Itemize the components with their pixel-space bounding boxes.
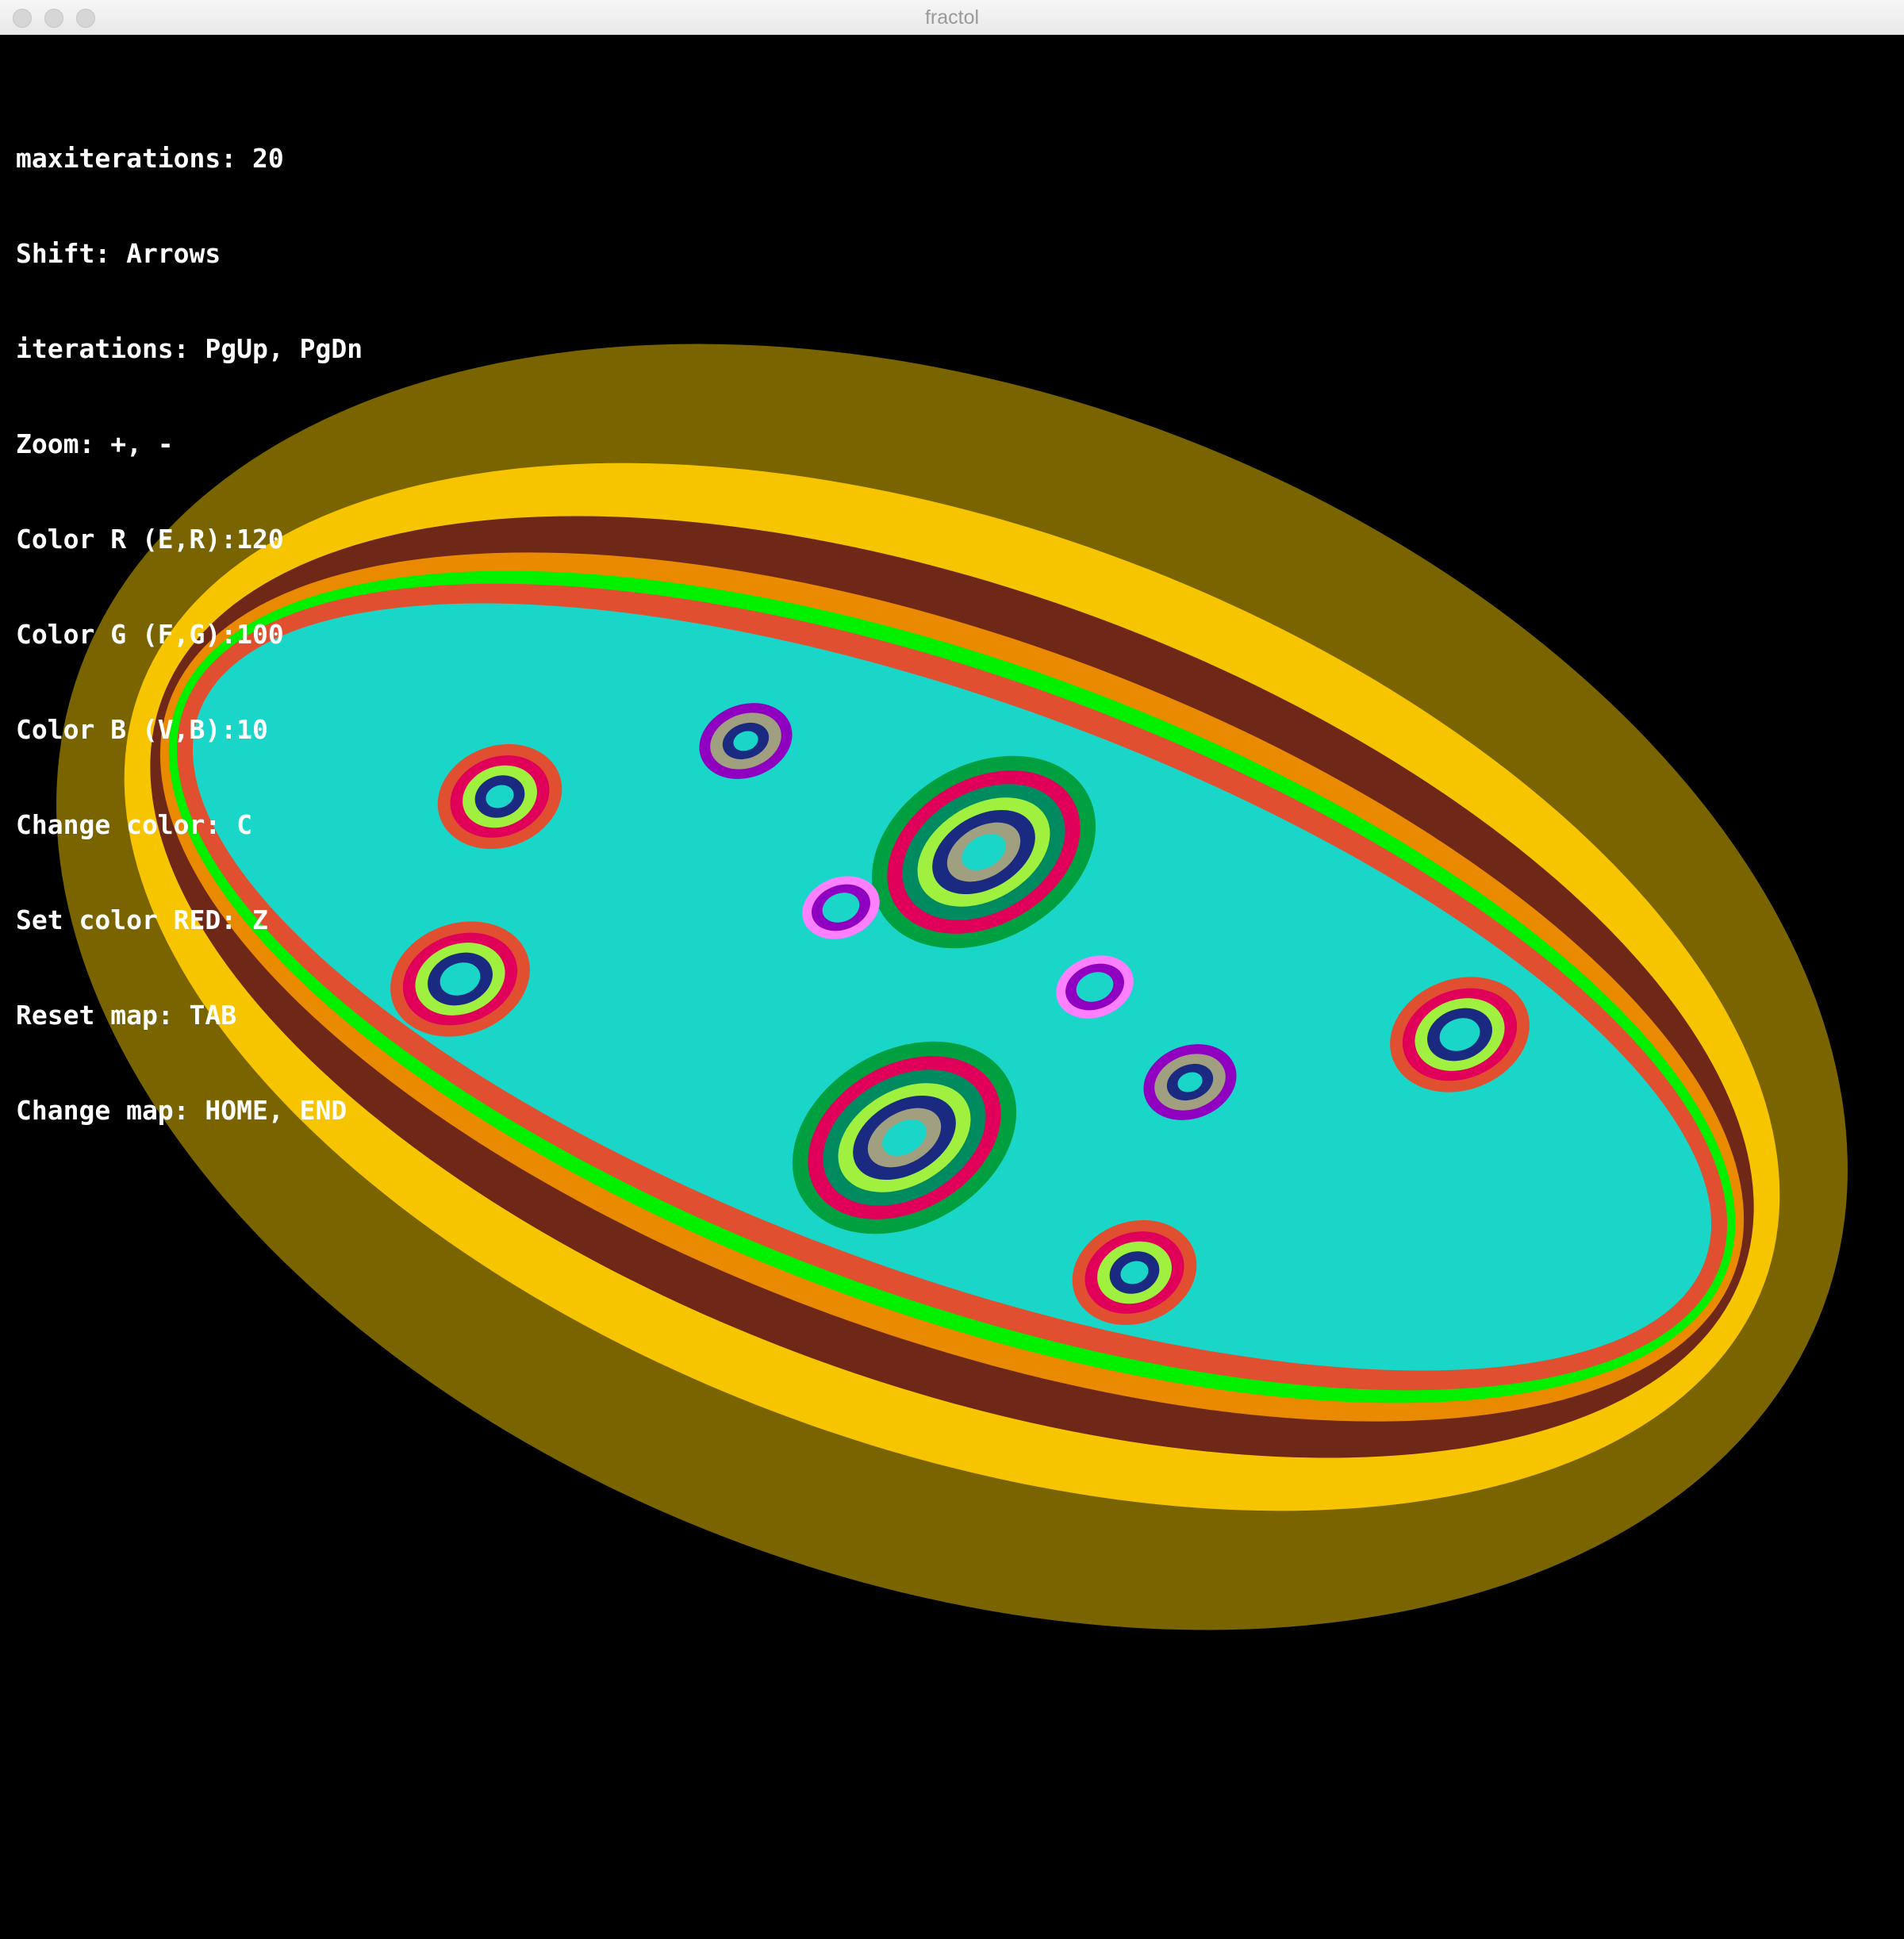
lobe-lower bbox=[792, 1041, 1017, 1234]
hud-change-color: Change color: C bbox=[16, 809, 253, 840]
lobe-ring bbox=[1439, 1018, 1480, 1051]
fractal-render bbox=[56, 344, 1848, 1630]
lobe-ring bbox=[962, 834, 1006, 870]
lobe-upper-left bbox=[437, 743, 562, 850]
hud-set-color-red: Set color RED: Z bbox=[16, 904, 268, 935]
lobe-small-a bbox=[802, 876, 880, 939]
hud-color-r: Color R (E,R):120 bbox=[16, 524, 284, 555]
lobe-bottom bbox=[1143, 1044, 1237, 1120]
hud-shift: Shift: Arrows bbox=[16, 238, 221, 269]
hud-color-b: Color B (V,B):10 bbox=[16, 714, 268, 745]
fractal-bands bbox=[56, 344, 1848, 1630]
lobe-ring bbox=[733, 731, 758, 751]
window-title: fractol bbox=[924, 6, 980, 29]
title-bar[interactable]: fractol bbox=[0, 0, 1904, 35]
lobe-left bbox=[390, 921, 530, 1037]
lobe-top bbox=[699, 703, 793, 779]
lobe-ring bbox=[1120, 1261, 1149, 1284]
band-interior bbox=[192, 603, 1712, 1371]
lobe-right bbox=[1390, 977, 1530, 1092]
hud-change-map: Change map: HOME, END bbox=[16, 1095, 347, 1126]
zoom-button[interactable] bbox=[76, 9, 95, 28]
hud-color-g: Color G (F,G):100 bbox=[16, 619, 284, 650]
hud-reset-map: Reset map: TAB bbox=[16, 1000, 237, 1031]
lobe-ring bbox=[822, 893, 860, 923]
lobe-lower-right bbox=[1072, 1219, 1197, 1326]
lobe-ring bbox=[1076, 972, 1114, 1002]
fractal-canvas[interactable]: maxiterations: 20 Shift: Arrows iteratio… bbox=[0, 35, 1904, 1939]
lobe-ring bbox=[440, 962, 481, 996]
lobe-ring bbox=[1177, 1072, 1203, 1092]
minimize-button[interactable] bbox=[44, 9, 63, 28]
lobe-center bbox=[871, 755, 1096, 949]
hud-maxiterations: maxiterations: 20 bbox=[16, 143, 284, 174]
controls-overlay: maxiterations: 20 Shift: Arrows iteratio… bbox=[16, 79, 363, 1190]
close-button[interactable] bbox=[13, 9, 32, 28]
lobe-ring bbox=[882, 1119, 927, 1156]
fractal-lobes bbox=[390, 703, 1530, 1326]
lobe-ring bbox=[486, 785, 514, 808]
lobe-small-b bbox=[1056, 955, 1134, 1019]
hud-zoom: Zoom: +, - bbox=[16, 428, 174, 459]
hud-iterations: iterations: PgUp, PgDn bbox=[16, 333, 363, 364]
